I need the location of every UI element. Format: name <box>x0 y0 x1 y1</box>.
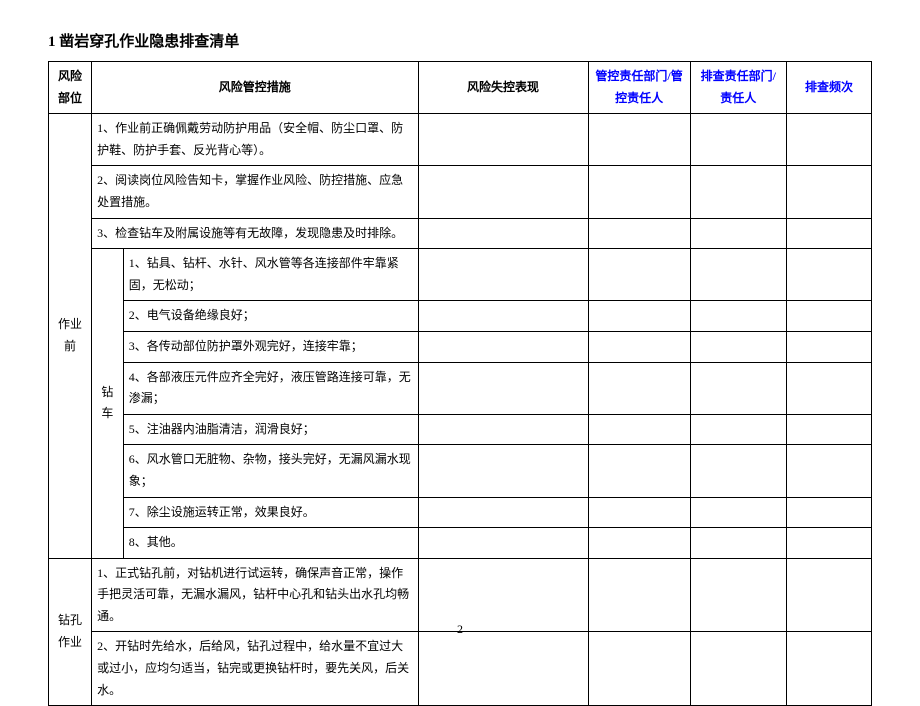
empty-cell <box>690 414 786 445</box>
empty-cell <box>690 528 786 559</box>
empty-cell <box>418 632 588 706</box>
empty-cell <box>690 632 786 706</box>
empty-cell <box>786 632 871 706</box>
header-dept2: 排查责任部门/责任人 <box>690 62 786 114</box>
header-dept1: 管控责任部门/管控责任人 <box>588 62 690 114</box>
empty-cell <box>588 558 690 632</box>
empty-cell <box>786 301 871 332</box>
empty-cell <box>588 218 690 249</box>
header-row: 风险部位 风险管控措施 风险失控表现 管控责任部门/管控责任人 排查责任部门/责… <box>49 62 872 114</box>
empty-cell <box>588 528 690 559</box>
measure-cell: 1、正式钻孔前，对钻机进行试运转，确保声音正常，操作手把灵活可靠，无漏水漏风，钻… <box>92 558 418 632</box>
empty-cell <box>588 249 690 301</box>
table-row: 2、阅读岗位风险告知卡，掌握作业风险、防控措施、应急处置措施。 <box>49 166 872 218</box>
empty-cell <box>418 218 588 249</box>
empty-cell <box>418 362 588 414</box>
measure-cell: 3、各传动部位防护罩外观完好，连接牢靠； <box>123 331 418 362</box>
table-row: 作业前 1、作业前正确佩戴劳动防护用品（安全帽、防尘口罩、防护鞋、防护手套、反光… <box>49 114 872 166</box>
empty-cell <box>786 166 871 218</box>
empty-cell <box>588 331 690 362</box>
empty-cell <box>786 362 871 414</box>
measure-cell: 8、其他。 <box>123 528 418 559</box>
table-row: 4、各部液压元件应齐全完好，液压管路连接可靠，无渗漏； <box>49 362 872 414</box>
empty-cell <box>418 114 588 166</box>
empty-cell <box>786 114 871 166</box>
table-row: 7、除尘设施运转正常，效果良好。 <box>49 497 872 528</box>
empty-cell <box>690 362 786 414</box>
empty-cell <box>786 414 871 445</box>
header-freq: 排查频次 <box>786 62 871 114</box>
empty-cell <box>588 362 690 414</box>
empty-cell <box>588 497 690 528</box>
empty-cell <box>588 114 690 166</box>
empty-cell <box>690 249 786 301</box>
measure-cell: 7、除尘设施运转正常，效果良好。 <box>123 497 418 528</box>
header-risk-part: 风险部位 <box>49 62 92 114</box>
empty-cell <box>418 331 588 362</box>
empty-cell <box>588 414 690 445</box>
empty-cell <box>690 114 786 166</box>
checklist-table: 风险部位 风险管控措施 风险失控表现 管控责任部门/管控责任人 排查责任部门/责… <box>48 61 872 706</box>
empty-cell <box>418 166 588 218</box>
empty-cell <box>786 497 871 528</box>
table-row: 钻孔作业 1、正式钻孔前，对钻机进行试运转，确保声音正常，操作手把灵活可靠，无漏… <box>49 558 872 632</box>
empty-cell <box>418 301 588 332</box>
measure-cell: 3、检查钻车及附属设施等有无故障，发现隐患及时排除。 <box>92 218 418 249</box>
table-row: 8、其他。 <box>49 528 872 559</box>
empty-cell <box>786 558 871 632</box>
empty-cell <box>690 497 786 528</box>
measure-cell: 1、作业前正确佩戴劳动防护用品（安全帽、防尘口罩、防护鞋、防护手套、反光背心等）… <box>92 114 418 166</box>
document-title: 1 凿岩穿孔作业隐患排查清单 <box>48 30 872 51</box>
measure-cell: 5、注油器内油脂清洁，润滑良好； <box>123 414 418 445</box>
table-row: 2、电气设备绝缘良好； <box>49 301 872 332</box>
empty-cell <box>786 528 871 559</box>
empty-cell <box>588 301 690 332</box>
empty-cell <box>690 166 786 218</box>
empty-cell <box>786 249 871 301</box>
empty-cell <box>786 218 871 249</box>
table-row: 钻车 1、钻具、钻杆、水针、风水管等各连接部件牢靠紧固，无松动； <box>49 249 872 301</box>
table-row: 3、检查钻车及附属设施等有无故障，发现隐患及时排除。 <box>49 218 872 249</box>
empty-cell <box>588 166 690 218</box>
empty-cell <box>418 558 588 632</box>
header-loss: 风险失控表现 <box>418 62 588 114</box>
empty-cell <box>786 331 871 362</box>
measure-cell: 6、风水管口无脏物、杂物，接头完好，无漏风漏水现象； <box>123 445 418 497</box>
header-measure: 风险管控措施 <box>92 62 418 114</box>
table-row: 3、各传动部位防护罩外观完好，连接牢靠； <box>49 331 872 362</box>
empty-cell <box>418 414 588 445</box>
section1-sublabel: 钻车 <box>92 249 124 559</box>
empty-cell <box>786 445 871 497</box>
page-number: 2 <box>457 622 463 637</box>
section1-label: 作业前 <box>49 114 92 559</box>
measure-cell: 2、电气设备绝缘良好； <box>123 301 418 332</box>
table-row: 2、开钻时先给水，后给风，钻孔过程中，给水量不宜过大或过小，应均匀适当，钻完或更… <box>49 632 872 706</box>
measure-cell: 2、阅读岗位风险告知卡，掌握作业风险、防控措施、应急处置措施。 <box>92 166 418 218</box>
measure-cell: 4、各部液压元件应齐全完好，液压管路连接可靠，无渗漏； <box>123 362 418 414</box>
empty-cell <box>690 301 786 332</box>
empty-cell <box>690 331 786 362</box>
empty-cell <box>418 445 588 497</box>
measure-cell: 1、钻具、钻杆、水针、风水管等各连接部件牢靠紧固，无松动； <box>123 249 418 301</box>
empty-cell <box>418 528 588 559</box>
measure-cell: 2、开钻时先给水，后给风，钻孔过程中，给水量不宜过大或过小，应均匀适当，钻完或更… <box>92 632 418 706</box>
section2-label: 钻孔作业 <box>49 558 92 706</box>
empty-cell <box>690 445 786 497</box>
table-row: 5、注油器内油脂清洁，润滑良好； <box>49 414 872 445</box>
empty-cell <box>588 632 690 706</box>
empty-cell <box>588 445 690 497</box>
empty-cell <box>690 558 786 632</box>
empty-cell <box>418 249 588 301</box>
empty-cell <box>418 497 588 528</box>
empty-cell <box>690 218 786 249</box>
table-row: 6、风水管口无脏物、杂物，接头完好，无漏风漏水现象； <box>49 445 872 497</box>
